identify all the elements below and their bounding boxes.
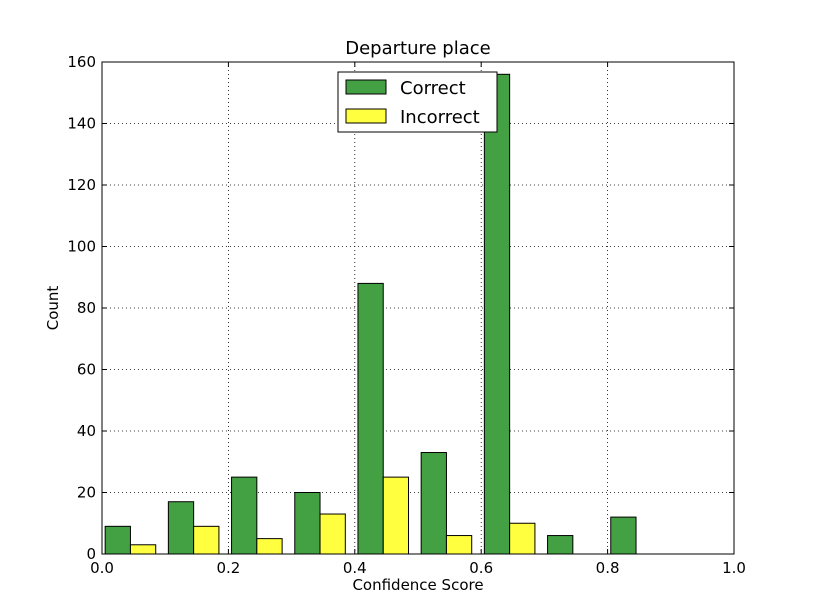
legend-swatch-incorrect (345, 108, 387, 124)
bars (104, 73, 637, 555)
legend-swatch-correct (345, 79, 387, 95)
x-tick-label: 0.8 (596, 559, 620, 577)
x-axis-label: Confidence Score (352, 576, 483, 594)
grid-lines (101, 61, 735, 555)
x-tick-label: 0.0 (90, 559, 114, 577)
y-tick-label: 20 (77, 484, 96, 502)
legend-label-incorrect: Incorrect (400, 107, 480, 128)
bar-correct (483, 73, 511, 555)
x-tick-label: 0.2 (216, 559, 240, 577)
y-tick-label: 60 (77, 361, 96, 379)
y-tick-label: 120 (67, 176, 96, 194)
y-tick-label: 40 (77, 422, 96, 440)
y-tick-label: 80 (77, 299, 96, 317)
bar-correct (231, 476, 258, 555)
ticks: 0.0 0.2 0.4 0.6 0.8 1.0 0 20 40 60 80 100 120 140 160 (67, 53, 746, 577)
x-tick-label: 0.4 (343, 559, 367, 577)
bar-incorrect (445, 535, 473, 555)
bar-correct (167, 501, 195, 555)
y-tick-label: 0 (86, 545, 96, 563)
bar-incorrect (129, 544, 157, 555)
bar-incorrect (509, 522, 536, 555)
x-tick-label: 1.0 (722, 559, 746, 577)
chart-title: Departure place (345, 38, 491, 59)
bar-correct (294, 492, 321, 555)
bar-correct (420, 452, 447, 555)
bar-incorrect (382, 476, 410, 555)
bar-correct (547, 535, 574, 555)
y-tick-label: 100 (67, 238, 96, 256)
bar-correct (610, 516, 637, 555)
y-tick-label: 140 (67, 115, 96, 133)
bar-correct (104, 525, 131, 555)
y-axis-label: Count (44, 286, 62, 331)
bar-incorrect (193, 525, 220, 555)
bar-incorrect (256, 538, 283, 555)
bar-incorrect (319, 513, 346, 555)
x-tick-label: 0.6 (469, 559, 493, 577)
legend: Correct Incorrect (337, 71, 498, 133)
bar-correct (357, 282, 384, 555)
legend-label-correct: Correct (400, 78, 466, 99)
y-tick-label: 160 (67, 53, 96, 71)
